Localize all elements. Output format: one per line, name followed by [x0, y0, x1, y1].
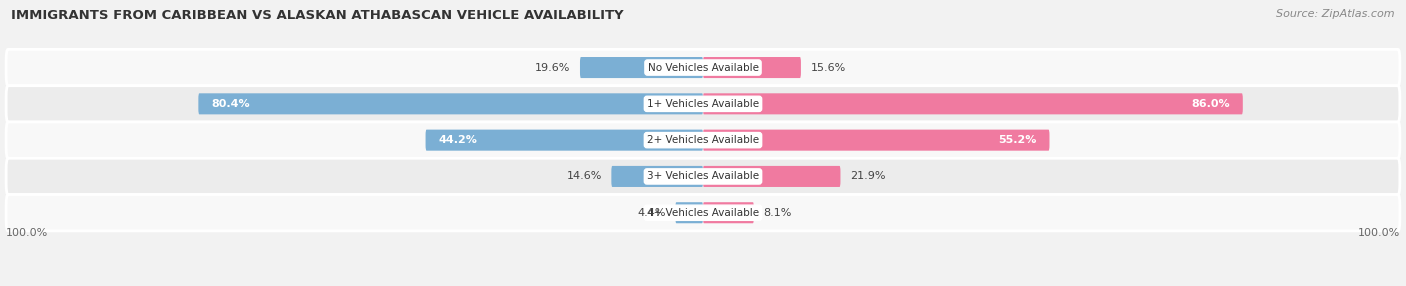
Text: 55.2%: 55.2% [998, 135, 1038, 145]
FancyBboxPatch shape [426, 130, 703, 151]
Text: 2+ Vehicles Available: 2+ Vehicles Available [647, 135, 759, 145]
Text: Source: ZipAtlas.com: Source: ZipAtlas.com [1277, 9, 1395, 19]
Text: 86.0%: 86.0% [1192, 99, 1230, 109]
FancyBboxPatch shape [675, 202, 703, 223]
Text: 14.6%: 14.6% [567, 171, 602, 181]
Text: 3+ Vehicles Available: 3+ Vehicles Available [647, 171, 759, 181]
FancyBboxPatch shape [703, 130, 1049, 151]
FancyBboxPatch shape [6, 122, 1400, 158]
FancyBboxPatch shape [6, 158, 1400, 194]
Text: 80.4%: 80.4% [211, 99, 249, 109]
Text: 19.6%: 19.6% [536, 63, 571, 73]
Text: IMMIGRANTS FROM CARIBBEAN VS ALASKAN ATHABASCAN VEHICLE AVAILABILITY: IMMIGRANTS FROM CARIBBEAN VS ALASKAN ATH… [11, 9, 624, 21]
Text: 15.6%: 15.6% [810, 63, 845, 73]
Text: 8.1%: 8.1% [763, 208, 792, 218]
FancyBboxPatch shape [6, 86, 1400, 122]
Text: No Vehicles Available: No Vehicles Available [648, 63, 758, 73]
FancyBboxPatch shape [703, 93, 1243, 114]
Text: 4+ Vehicles Available: 4+ Vehicles Available [647, 208, 759, 218]
Text: 21.9%: 21.9% [849, 171, 886, 181]
Text: 4.4%: 4.4% [637, 208, 666, 218]
FancyBboxPatch shape [703, 202, 754, 223]
FancyBboxPatch shape [6, 49, 1400, 86]
Text: 1+ Vehicles Available: 1+ Vehicles Available [647, 99, 759, 109]
Text: 44.2%: 44.2% [439, 135, 477, 145]
FancyBboxPatch shape [612, 166, 703, 187]
FancyBboxPatch shape [581, 57, 703, 78]
Text: 100.0%: 100.0% [1357, 228, 1400, 238]
FancyBboxPatch shape [703, 57, 801, 78]
FancyBboxPatch shape [703, 166, 841, 187]
FancyBboxPatch shape [6, 194, 1400, 231]
Text: 100.0%: 100.0% [6, 228, 49, 238]
FancyBboxPatch shape [198, 93, 703, 114]
